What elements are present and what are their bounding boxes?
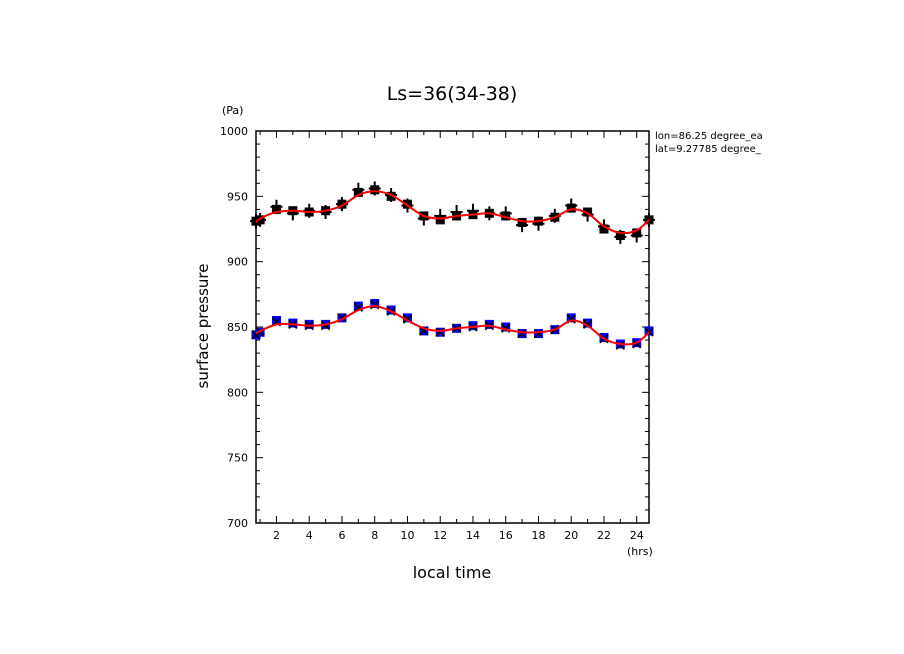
series-3-point	[353, 301, 363, 311]
series-3-point	[386, 305, 396, 315]
series-3-point	[288, 318, 298, 328]
x-tick-label: 14	[466, 529, 480, 542]
x-tick-label: 10	[400, 529, 414, 542]
y-unit-label: (Pa)	[222, 104, 243, 117]
series-4-point	[370, 300, 380, 310]
series-3-point	[402, 313, 412, 323]
x-tick-label: 22	[597, 529, 611, 542]
series-4-point	[533, 328, 544, 339]
y-tick-label: 750	[227, 452, 248, 465]
x-tick-label: 20	[564, 529, 578, 542]
series-1-point	[254, 212, 267, 227]
y-axis-label: surface pressure	[194, 264, 212, 389]
x-tick-label: 2	[273, 529, 280, 542]
annotation-lat: lat=9.27785 degree_	[655, 144, 762, 155]
x-tick-label: 16	[499, 529, 513, 542]
series-3-point	[566, 313, 576, 323]
series-3-point	[271, 315, 281, 325]
chart-title: Ls=36(34-38)	[387, 83, 518, 105]
series-1-point	[286, 206, 299, 221]
y-tick-label: 700	[227, 517, 248, 530]
x-tick-label: 24	[630, 529, 644, 542]
series-3-point	[484, 319, 494, 329]
y-tick-label: 950	[227, 190, 248, 203]
x-tick-label: 4	[306, 529, 313, 542]
series-1-point	[643, 212, 655, 227]
series-4-point	[353, 302, 363, 312]
plot-area: 2 4 6 8 10 12 14 16 18 20 22 2470075080085090095010…	[220, 125, 655, 542]
series-1-point	[434, 208, 447, 223]
series-3-point	[644, 326, 654, 336]
series-3-point	[501, 322, 511, 332]
x-tick-label: 12	[433, 529, 447, 542]
series-1-point	[581, 207, 594, 222]
series-3-point	[468, 321, 478, 331]
series-2-line	[255, 190, 650, 235]
series-1-point	[368, 181, 381, 196]
series-4-point	[517, 328, 527, 339]
y-tick-label: 800	[227, 386, 248, 399]
series-5-line	[255, 305, 650, 346]
series-3-point	[304, 319, 314, 329]
series-4-point	[435, 327, 445, 337]
x-unit-label: (hrs)	[627, 545, 653, 558]
y-tick-label: 1000	[220, 125, 248, 138]
series-3-point	[370, 298, 380, 308]
annotation-lon: lon=86.25 degree_ea	[655, 131, 763, 142]
series-3-point	[599, 332, 609, 342]
series-3-point	[583, 318, 593, 328]
series-1-point	[532, 216, 545, 231]
x-axis-label: local time	[413, 563, 492, 582]
x-tick-label: 6	[338, 529, 345, 542]
x-tick-label: 18	[531, 529, 545, 542]
series-1-point	[303, 203, 316, 218]
series-1-point	[417, 211, 430, 226]
y-tick-label: 850	[227, 321, 248, 334]
x-tick-label: 8	[371, 529, 378, 542]
y-tick-label: 900	[227, 256, 248, 269]
